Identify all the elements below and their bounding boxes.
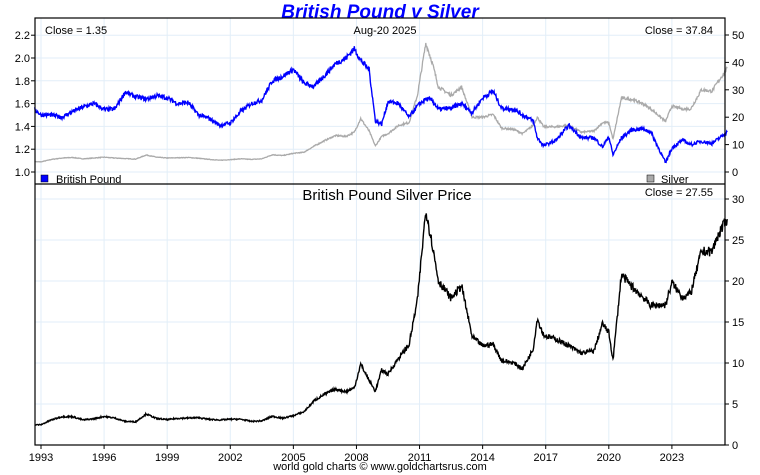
bottom-right-axis-tick-label: 30 — [732, 194, 744, 206]
x-axis-tick-label: 2008 — [344, 452, 368, 464]
x-axis-tick-label: 2023 — [660, 452, 684, 464]
legend-label-silver: Silver — [661, 174, 689, 186]
left-axis-tick-label: 2.0 — [15, 53, 30, 65]
bottom-right-axis-tick-label: 0 — [732, 440, 738, 452]
bottom-right-axis-tick-label: 5 — [732, 399, 738, 411]
plot-frame — [34, 17, 726, 446]
series-line-british-pound-silver-price — [34, 213, 728, 427]
bottom-right-axis-tick-label: 25 — [732, 235, 744, 247]
x-axis-tick-label: 2020 — [597, 452, 621, 464]
bottom-right-axis-tick-label: 10 — [732, 358, 744, 370]
x-axis-tick-label: 2011 — [408, 452, 432, 464]
x-axis-tick-label: 2002 — [218, 452, 242, 464]
footer-credit: world gold charts © www.goldchartsrus.co… — [273, 461, 487, 473]
top-right-axis-tick-label: 50 — [732, 30, 744, 42]
gbp-close-label: Close = 1.35 — [45, 25, 107, 37]
left-axis-tick-label: 1.6 — [15, 99, 30, 111]
series-line-silver — [34, 42, 728, 163]
bottom-right-axis-tick-label: 15 — [732, 317, 744, 329]
x-axis-tick-label: 1996 — [92, 452, 116, 464]
left-axis-tick-label: 1.4 — [15, 121, 30, 133]
top-right-axis-tick-label: 0 — [732, 167, 738, 179]
legend-swatch-silver — [646, 174, 655, 183]
ratio-close-label: Close = 27.55 — [645, 187, 713, 199]
top-right-axis-tick-label: 10 — [732, 140, 744, 152]
silver-close-label: Close = 37.84 — [645, 25, 713, 37]
date-label: Aug-20 2025 — [354, 25, 417, 37]
top-right-axis-tick-label: 20 — [732, 112, 744, 124]
top-right-axis-tick-label: 40 — [732, 57, 744, 69]
left-axis-tick-label: 1.8 — [15, 76, 30, 88]
x-axis-tick-label: 1993 — [29, 452, 53, 464]
x-axis-tick-label: 1999 — [155, 452, 179, 464]
top-right-axis-tick-label: 30 — [732, 85, 744, 97]
x-axis-tick-label: 2017 — [533, 452, 557, 464]
series-line-british-pound — [34, 46, 728, 164]
legend-label-british-pound: British Pound — [56, 174, 121, 186]
left-axis-tick-label: 1.0 — [15, 167, 30, 179]
left-axis-tick-label: 1.2 — [15, 144, 30, 156]
x-axis-tick-label: 2014 — [470, 452, 494, 464]
left-axis-tick-label: 2.2 — [15, 30, 30, 42]
bottom-right-axis-tick-label: 20 — [732, 276, 744, 288]
x-axis-tick-label: 2005 — [281, 452, 305, 464]
legend-swatch-british-pound — [40, 174, 49, 183]
bottom-panel-title: British Pound Silver Price — [302, 187, 471, 204]
